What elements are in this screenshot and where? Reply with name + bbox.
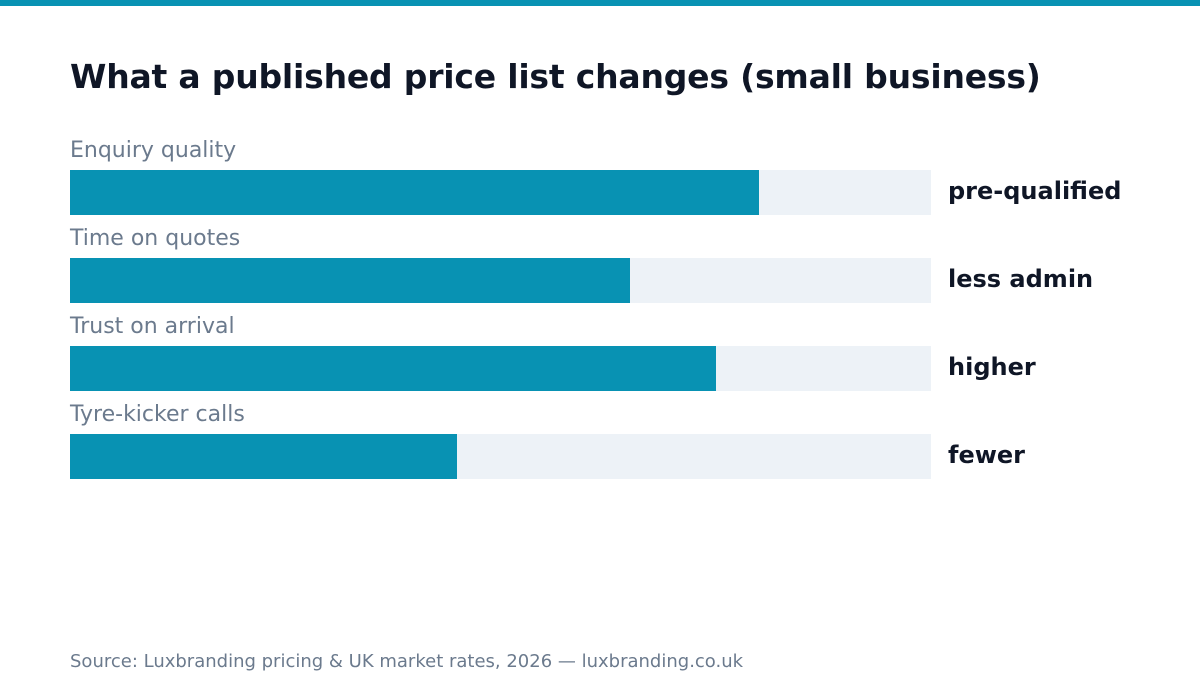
bar <box>70 346 716 391</box>
bar-row-trust-on-arrival: Trust on arrival higher <box>70 314 1170 402</box>
bar-chart: Enquiry quality pre-qualified Time on qu… <box>70 0 1170 520</box>
bar <box>70 170 759 215</box>
value-label: higher <box>948 353 1036 381</box>
value-label: pre-qualified <box>948 177 1122 205</box>
bar-track <box>70 170 931 215</box>
bar-row-enquiry-quality: Enquiry quality pre-qualified <box>70 138 1170 226</box>
value-label: less admin <box>948 265 1094 293</box>
category-label: Tyre-kicker calls <box>70 402 245 427</box>
bar <box>70 258 630 303</box>
source-note: Source: Luxbranding pricing & UK market … <box>70 651 744 672</box>
bar-row-time-on-quotes: Time on quotes less admin <box>70 226 1170 314</box>
chart-title: What a published price list changes (sma… <box>70 57 1041 96</box>
value-label: fewer <box>948 441 1026 469</box>
bar-track <box>70 346 931 391</box>
bar-track <box>70 434 931 479</box>
bar-track <box>70 258 931 303</box>
category-label: Trust on arrival <box>70 314 235 339</box>
top-accent-strip <box>0 0 1200 6</box>
bar <box>70 434 457 479</box>
category-label: Time on quotes <box>70 226 241 251</box>
category-label: Enquiry quality <box>70 138 237 163</box>
bar-row-tyre-kicker-calls: Tyre-kicker calls fewer <box>70 402 1170 490</box>
